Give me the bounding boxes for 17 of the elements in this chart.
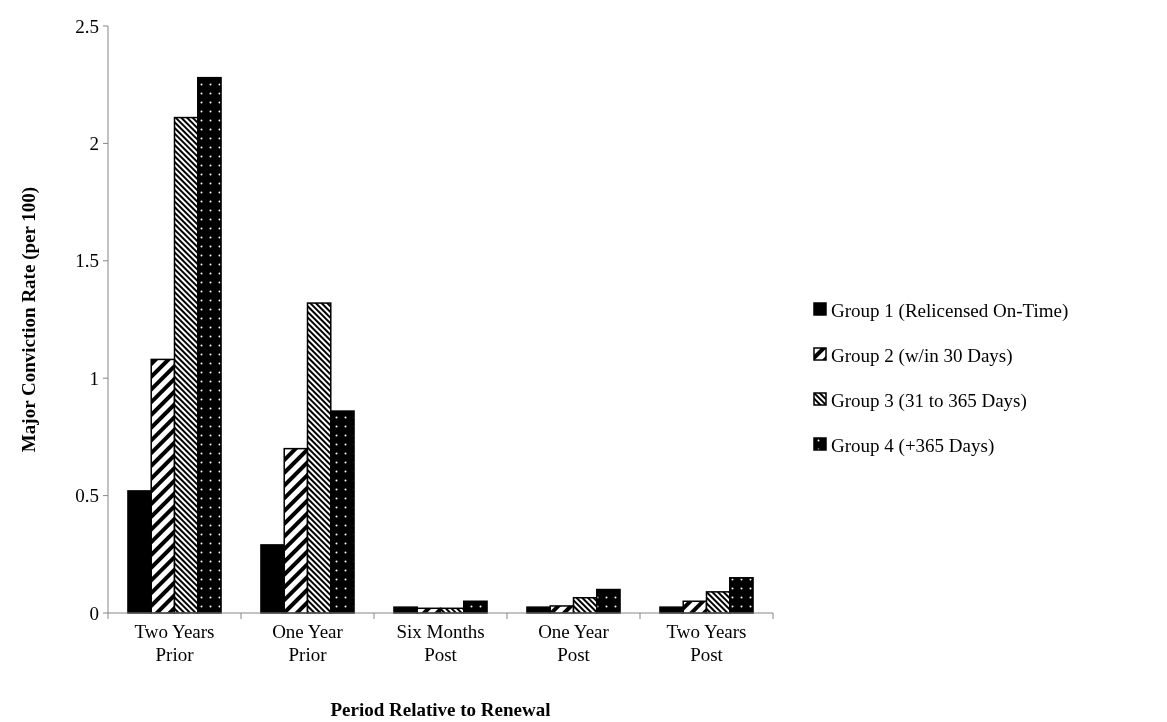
y-tick-label: 2.5 [75,15,99,37]
legend-label: Group 3 (31 to 365 Days) [831,389,1027,412]
y-tick-label: 0 [89,602,99,624]
y-tick-label: 1 [89,367,99,389]
x-tick-label: One Year Post [538,621,610,665]
legend-label: Group 1 (Relicensed On-Time) [831,299,1069,322]
x-tick-label: Two Years Prior [134,621,215,665]
x-tick-label: Six Months Post [396,621,485,665]
x-axis-title: Period Relative to Renewal [330,699,551,720]
y-tick-label: 2 [89,133,99,155]
y-tick-label: 1.5 [75,250,99,272]
legend-label: Group 2 (w/in 30 Days) [831,344,1013,367]
y-axis-title: Major Conviction Rate (per 100) [18,186,40,453]
legend-label: Group 4 (+365 Days) [831,434,995,457]
x-tick-label: Two Years Post [666,621,747,665]
y-tick-label: 0.5 [75,485,99,507]
x-tick-label: One Year Prior [272,621,344,665]
